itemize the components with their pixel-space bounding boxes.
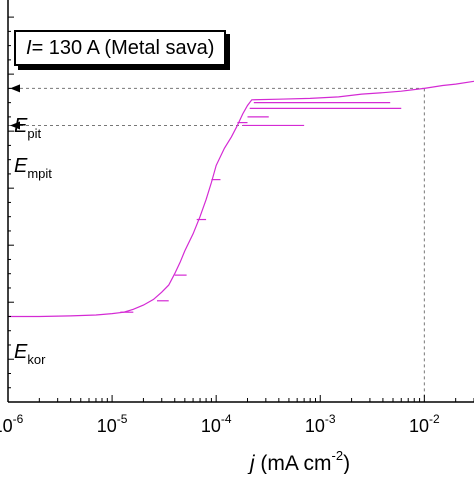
legend-text: = 130 A (Metal sava) <box>31 36 215 59</box>
x-tick-label: 10-5 <box>97 412 128 436</box>
annotation-sub: mpit <box>27 166 52 181</box>
x-axis-label-part: (mA cm <box>255 452 332 474</box>
reference-lines <box>8 84 425 402</box>
x-axis-label: j (mA cm-2) <box>247 448 350 474</box>
x-tick-exponent: -2 <box>429 412 440 426</box>
empit-arrow <box>10 121 20 130</box>
x-tick-base: 10 <box>409 416 429 436</box>
series-line-0 <box>8 80 474 318</box>
x-axis-label-part: j <box>247 452 256 474</box>
x-tick-label: 10-6 <box>0 412 24 436</box>
x-tick-base: 10 <box>201 416 221 436</box>
x-tick-label: 10-3 <box>305 412 336 436</box>
x-tick-base: 10 <box>305 416 325 436</box>
x-tick-exponent: -6 <box>13 412 24 426</box>
x-axis-label-part: ) <box>343 452 350 474</box>
x-tick-base: 10 <box>97 416 117 436</box>
annotation-sub: kor <box>27 352 46 367</box>
x-tick-exponent: -5 <box>117 412 128 426</box>
series-layer <box>8 80 474 318</box>
annotation-main: E <box>14 115 28 137</box>
x-tick-label: 10-2 <box>409 412 440 436</box>
annotation-kor: Ekor <box>14 341 46 367</box>
chart-legend: I = 130 A (Metal sava) <box>14 30 227 66</box>
epit-arrow <box>10 84 20 93</box>
annotation-pit: Epit <box>14 115 41 141</box>
x-tick-label: 10-4 <box>201 412 232 436</box>
x-tick-exponent: -4 <box>221 412 232 426</box>
legend-symbol: I <box>26 36 32 59</box>
annotation-mpit: Empit <box>14 155 52 181</box>
x-tick-base: 10 <box>0 416 13 436</box>
x-tick-exponent: -3 <box>325 412 336 426</box>
x-axis-label-part: -2 <box>332 448 344 463</box>
annotation-main: E <box>14 341 28 363</box>
annotation-sub: pit <box>27 126 41 141</box>
annotation-main: E <box>14 155 28 177</box>
